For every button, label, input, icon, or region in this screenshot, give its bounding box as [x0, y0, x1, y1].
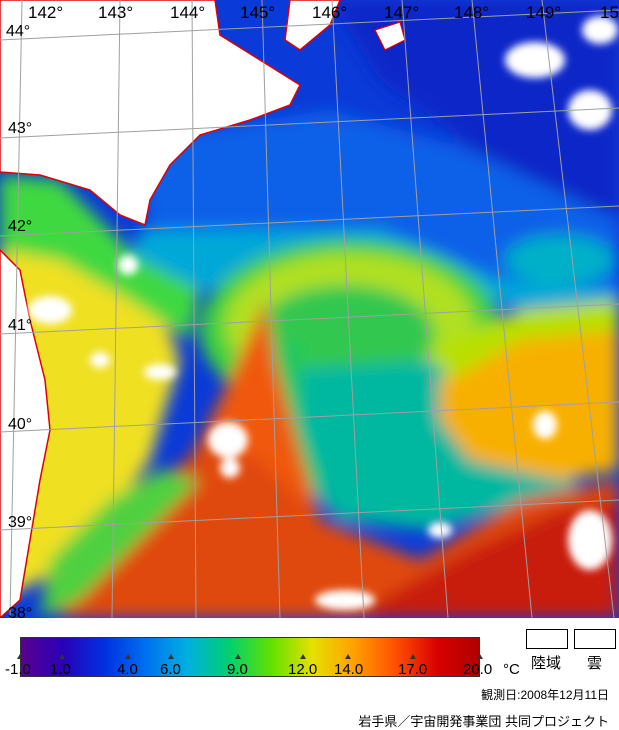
graticule: [0, 0, 619, 618]
cloud: [118, 255, 138, 275]
longitude-label: 142°: [28, 3, 64, 22]
latitude-label: 41°: [8, 317, 33, 334]
cloud-label: 雲: [587, 655, 603, 672]
latitude-label: 40°: [8, 416, 33, 433]
grid-meridian: [401, 0, 449, 618]
longitude-label: 147°: [384, 3, 420, 22]
mid-blue-water: [140, 110, 619, 300]
colorbar-tick-label: 14.0: [334, 661, 364, 678]
colorbar-tick-label: 1.0: [50, 661, 71, 678]
land-label: 陸域: [531, 655, 562, 672]
latitude-label: 38°: [8, 606, 33, 618]
cloud: [568, 90, 612, 130]
west-green-shelf: [0, 175, 200, 340]
temperature-field: [0, 0, 619, 618]
tick-mark: [345, 654, 351, 659]
longitude-label: 15: [600, 3, 619, 22]
sea-surface-temperature-map: [0, 0, 619, 618]
tick-mark: [300, 654, 306, 659]
grid-parallel: [0, 499, 619, 531]
grid-meridian: [9, 0, 23, 618]
land-swatch: [526, 629, 568, 649]
teal-band: [120, 230, 619, 330]
latitude-label: 39°: [8, 514, 33, 531]
latitude-label: 42°: [8, 218, 33, 235]
cloud: [144, 364, 176, 380]
longitude-label: 144°: [170, 3, 206, 22]
longitude-label: 145°: [240, 3, 276, 22]
colorbar-tick-label: 4.0: [117, 661, 138, 678]
colorbar-tick-label: -1.0: [5, 661, 31, 678]
grid-meridian: [261, 0, 281, 618]
colorbar-tick-label: 12.0: [288, 661, 318, 678]
grid-meridian: [191, 0, 197, 618]
grid-meridian: [111, 0, 121, 618]
cloud: [315, 590, 375, 610]
longitude-label: 149°: [526, 3, 562, 22]
east-yellow-edge: [430, 300, 619, 380]
land-hokkaido: [0, 0, 301, 227]
cloud: [505, 42, 565, 78]
cloud: [582, 16, 618, 44]
grid-meridian: [331, 0, 365, 618]
cloud: [568, 510, 612, 570]
tick-mark: [235, 654, 241, 659]
tick-mark: [125, 654, 131, 659]
longitude-label: 143°: [98, 3, 134, 22]
temperature-colorbar: [20, 637, 480, 677]
cloud: [90, 352, 110, 368]
tick-mark: [59, 654, 65, 659]
project-credit: 岩手県／宇宙開発事業団 共同プロジェクト: [358, 714, 609, 729]
grid-meridian: [471, 0, 533, 618]
longitude-label: 146°: [312, 3, 348, 22]
grid-parallel: [0, 401, 619, 433]
colorbar-tick-label: 20.0: [463, 661, 493, 678]
grid-meridian: [541, 0, 615, 618]
observation-date: 観測日:2008年12月11日: [481, 688, 609, 702]
cloud: [28, 296, 72, 324]
grid-parallel: [0, 205, 619, 237]
tick-mark: [477, 654, 483, 659]
temperature-unit: °C: [503, 661, 520, 678]
legend-panel: -1.0 1.0 4.0 6.0 9.0 12.0 14.0 17.0 20.0…: [0, 618, 619, 729]
grid-parallel: [0, 9, 619, 41]
longitude-label: 148°: [454, 3, 490, 22]
colorbar-tick-label: 6.0: [160, 661, 181, 678]
latitude-label: 43°: [8, 120, 33, 137]
tick-mark: [17, 654, 23, 659]
latitude-label: 44°: [6, 23, 31, 40]
cloud: [533, 411, 557, 439]
tick-mark: [410, 654, 416, 659]
tick-mark: [168, 654, 174, 659]
grid-parallel: [0, 107, 619, 139]
cloud: [208, 422, 248, 458]
colorbar-tick-label: 9.0: [227, 661, 248, 678]
sw-green-water: [40, 470, 200, 618]
cloud-swatch: [574, 629, 616, 649]
hot-south-water: [360, 500, 619, 618]
cloud: [428, 522, 452, 538]
cloud: [220, 458, 240, 478]
east-cyan-patch: [505, 235, 615, 285]
cloud-patches: [28, 16, 618, 610]
colorbar-tick-label: 17.0: [398, 661, 428, 678]
grid-parallel: [0, 303, 619, 335]
